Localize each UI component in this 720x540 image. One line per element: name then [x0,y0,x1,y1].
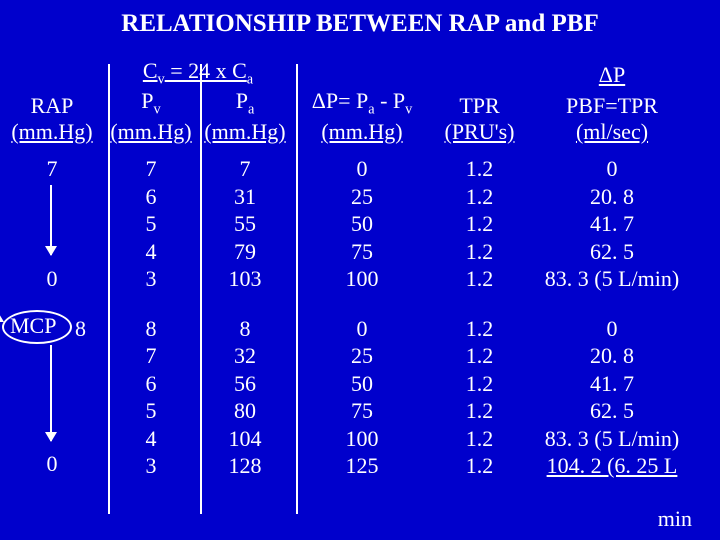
cell: 41. 7 [527,370,697,398]
cell: 79 [198,238,292,266]
header-pbf: PBF=TPR [527,93,697,119]
cell: 1.2 [432,210,527,238]
cell: 1.2 [432,397,527,425]
cell: 50 [292,370,432,398]
slide-title: RELATIONSHIP BETWEEN RAP and PBF [0,10,720,38]
cell: 0 [527,315,697,343]
cell: 1.2 [432,370,527,398]
cell: 55 [198,210,292,238]
cell: 100 [292,265,432,293]
cell: 4 [104,238,198,266]
header-unit-pbf: (ml/sec) [527,119,697,145]
arrow-down-icon [50,345,52,441]
pbf-column: 0 20. 8 41. 7 62. 5 83. 3 (5 L/min) 104.… [527,315,697,480]
cell: 25 [292,342,432,370]
dp-column: 0 25 50 75 100 [292,155,432,293]
rap-value-bot: 0 [0,450,104,478]
cell: 100 [292,425,432,453]
rap-value-top: 8 [0,315,104,343]
cell: 75 [292,238,432,266]
cell: 83. 3 (5 L/min) [527,265,697,293]
header-unit-rap: (mm.Hg) [0,119,104,145]
header-dp-top: ΔP [527,62,697,88]
cell: 41. 7 [527,210,697,238]
cell: 80 [198,397,292,425]
cell: 1.2 [432,238,527,266]
cell: 1.2 [432,425,527,453]
cell: 0 [292,155,432,183]
table-body: 7 0 7 6 5 4 3 7 31 55 79 103 0 25 [0,155,720,502]
min-label: min [658,506,692,532]
cell: 32 [198,342,292,370]
rap-column: 8 0 [0,315,104,480]
cell: 7 [198,155,292,183]
cell: 31 [198,183,292,211]
header-pa: Pa [198,88,292,118]
cell: 1.2 [432,315,527,343]
cell: 1.2 [432,183,527,211]
cell: 3 [104,452,198,480]
cell: 1.2 [432,155,527,183]
cell: 62. 5 [527,238,697,266]
cell: 3 [104,265,198,293]
cell: 7 [104,155,198,183]
header-dp-eq: ΔP= Pa - Pv [292,88,432,118]
cell: 4 [104,425,198,453]
header-unit-pa: (mm.Hg) [198,119,292,145]
cell: 50 [292,210,432,238]
tpr-column: 1.2 1.2 1.2 1.2 1.2 [432,155,527,293]
data-block-1: 7 0 7 6 5 4 3 7 31 55 79 103 0 25 [0,155,720,293]
header-rap: RAP [0,93,104,119]
cell: 103 [198,265,292,293]
rap-column: 7 0 [0,155,104,293]
data-block-2: MCP 8 0 8 7 6 5 4 3 8 32 56 80 104 [0,315,720,480]
cell: 56 [198,370,292,398]
cell: 62. 5 [527,397,697,425]
cell: 0 [527,155,697,183]
header-unit-tpr: (PRU's) [432,119,527,145]
cell: 6 [104,183,198,211]
cell: 8 [104,315,198,343]
arrow-down-icon [50,185,52,255]
cell: 1.2 [432,342,527,370]
pa-column: 8 32 56 80 104 128 [198,315,292,480]
cell: 0 [292,315,432,343]
header-pv: Pv [104,88,198,118]
cell: 104. 2 (6. 25 L [527,452,697,480]
cell: 8 [198,315,292,343]
rap-value-top: 7 [0,155,104,183]
cell: 20. 8 [527,342,697,370]
table-header: Cv = 24 x Ca ΔP RAP Pv Pa ΔP= Pa - Pv TP… [0,58,720,145]
cell: 83. 3 (5 L/min) [527,425,697,453]
pa-column: 7 31 55 79 103 [198,155,292,293]
pv-column: 7 6 5 4 3 [104,155,198,293]
dp-column: 0 25 50 75 100 125 [292,315,432,480]
cell: 75 [292,397,432,425]
cell: 128 [198,452,292,480]
cell: 7 [104,342,198,370]
tpr-column: 1.2 1.2 1.2 1.2 1.2 1.2 [432,315,527,480]
header-tpr: TPR [432,93,527,119]
cell: 1.2 [432,452,527,480]
rap-value-bot: 0 [0,265,104,293]
header-unit-pv: (mm.Hg) [104,119,198,145]
cell: 104 [198,425,292,453]
cell: 1.2 [432,265,527,293]
pv-column: 8 7 6 5 4 3 [104,315,198,480]
cell: 20. 8 [527,183,697,211]
slide: RELATIONSHIP BETWEEN RAP and PBF Cv = 24… [0,0,720,540]
cell: 25 [292,183,432,211]
header-unit-dp: (mm.Hg) [292,119,432,145]
cell: 6 [104,370,198,398]
cell: 5 [104,397,198,425]
cell: 5 [104,210,198,238]
header-cv-eq: Cv = 24 x Ca [104,58,292,88]
pbf-column: 0 20. 8 41. 7 62. 5 83. 3 (5 L/min) [527,155,697,293]
cell: 125 [292,452,432,480]
